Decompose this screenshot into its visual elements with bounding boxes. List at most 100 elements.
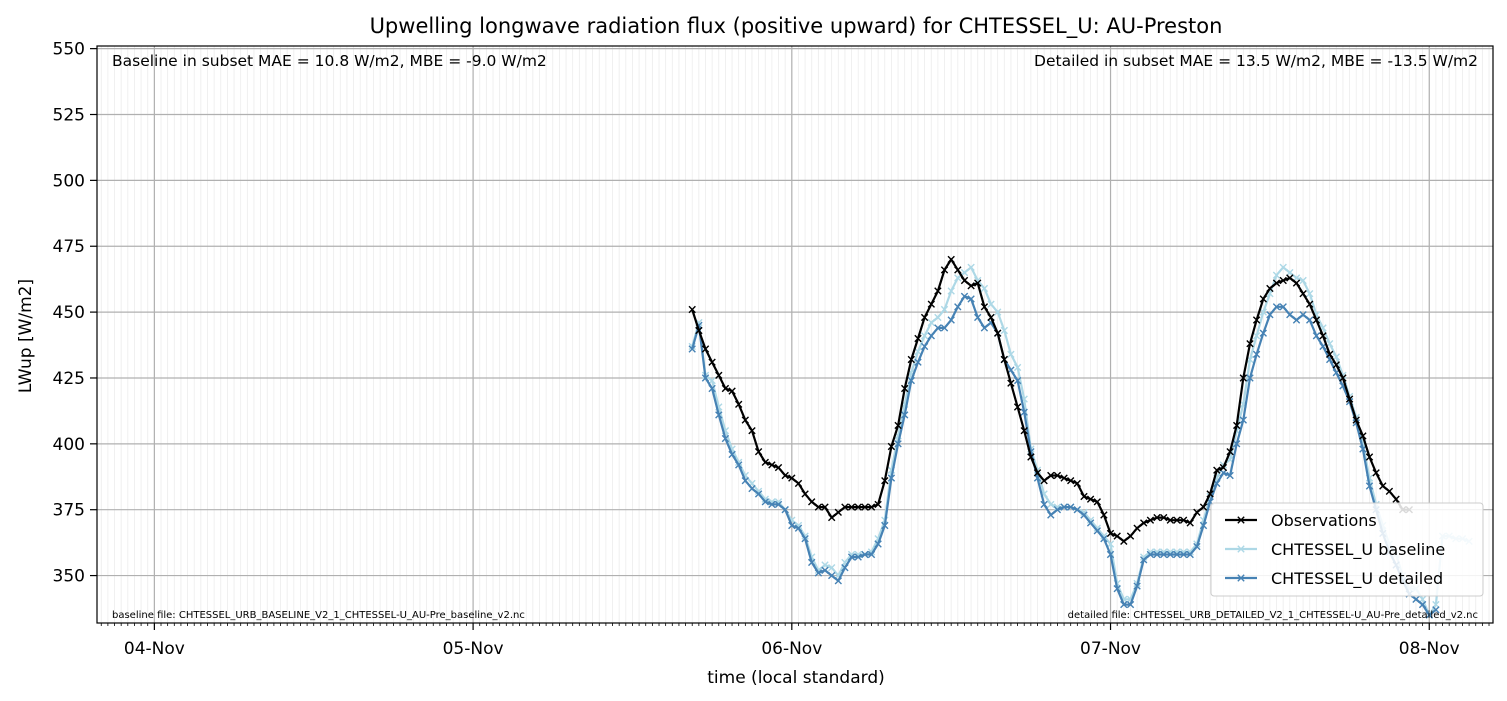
data-point-marker <box>774 463 783 472</box>
detailed-metrics-annotation: Detailed in subset MAE = 13.5 W/m2, MBE … <box>1034 52 1478 70</box>
data-point-marker <box>841 564 849 572</box>
data-point-marker <box>920 313 929 322</box>
data-point-marker <box>1266 311 1274 319</box>
y-tick-label: 525 <box>53 106 85 126</box>
y-tick-label: 375 <box>53 501 85 521</box>
data-point-marker <box>847 503 856 511</box>
data-point-marker <box>934 287 942 295</box>
data-point-marker <box>1365 482 1374 490</box>
y-axis-label: LWup [W/m2] <box>16 279 36 393</box>
data-point-marker <box>994 308 1002 316</box>
data-point-marker <box>947 316 955 324</box>
data-point-marker <box>708 358 716 366</box>
data-point-marker <box>814 503 823 511</box>
data-point-marker <box>867 550 876 559</box>
data-point-marker <box>861 503 869 511</box>
data-point-marker <box>914 334 922 343</box>
data-point-marker <box>781 506 789 514</box>
data-point-marker <box>1266 284 1274 293</box>
data-point-marker <box>881 521 889 530</box>
data-point-marker <box>1332 361 1340 369</box>
data-point-marker <box>728 387 736 395</box>
data-point-marker <box>1106 540 1115 548</box>
data-point-marker <box>920 332 929 340</box>
baseline-metrics-annotation: Baseline in subset MAE = 10.8 W/m2, MBE … <box>112 52 547 70</box>
data-point-marker <box>901 384 909 393</box>
data-point-marker <box>1372 469 1380 477</box>
data-point-marker <box>841 503 849 511</box>
data-point-marker <box>1193 542 1201 551</box>
data-point-marker <box>980 303 989 311</box>
data-point-marker <box>761 458 769 466</box>
data-point-marker <box>1120 537 1128 545</box>
data-point-marker <box>808 558 816 567</box>
data-point-marker <box>1299 290 1307 298</box>
data-point-marker <box>1199 503 1208 511</box>
data-point-marker <box>960 268 969 277</box>
data-point-marker <box>1279 303 1287 311</box>
data-point-marker <box>748 484 756 493</box>
data-point-marker <box>1299 311 1307 319</box>
data-point-marker <box>1272 271 1281 279</box>
x-axis: 04-Nov 05-Nov 06-Nov 07-Nov 08-Nov <box>100 623 1490 659</box>
data-point-marker <box>1312 316 1321 324</box>
data-point-marker <box>1259 295 1267 303</box>
legend-marker <box>1237 574 1245 582</box>
data-point-marker <box>1086 495 1095 503</box>
data-point-marker <box>1086 516 1095 524</box>
data-point-marker <box>794 479 803 488</box>
data-point-marker <box>695 326 703 335</box>
data-point-marker <box>1013 376 1022 385</box>
data-point-marker <box>867 503 876 511</box>
data-point-marker <box>748 427 756 435</box>
data-point-marker <box>1166 516 1174 524</box>
data-point-marker <box>1093 498 1101 506</box>
data-point-marker <box>901 411 909 419</box>
data-point-marker <box>1272 303 1281 311</box>
data-point-marker <box>768 500 776 509</box>
data-point-marker <box>1259 308 1267 316</box>
data-point-marker <box>1292 316 1301 324</box>
data-point-marker <box>821 566 829 574</box>
data-point-marker <box>1047 500 1055 509</box>
data-point-marker <box>1060 474 1068 482</box>
data-point-marker <box>788 521 796 530</box>
data-point-marker <box>1186 550 1194 559</box>
data-point-marker <box>854 503 862 511</box>
data-point-marker <box>1306 300 1314 308</box>
data-point-marker <box>761 495 769 503</box>
data-point-marker <box>994 329 1002 337</box>
data-point-marker <box>1306 290 1314 298</box>
data-point-marker <box>874 540 882 548</box>
data-point-marker <box>1160 550 1168 559</box>
data-point-marker <box>1239 416 1247 424</box>
y-tick-label: 475 <box>53 237 85 257</box>
data-point-marker <box>1100 511 1108 519</box>
data-point-marker <box>854 553 862 561</box>
data-point-marker <box>967 282 975 290</box>
data-point-marker <box>1179 516 1188 524</box>
data-point-marker <box>1292 279 1301 287</box>
data-point-marker <box>1160 513 1168 522</box>
data-point-marker <box>801 490 809 498</box>
baseline-file-note: baseline file: CHTESSEL_URB_BASELINE_V2_… <box>112 610 525 621</box>
data-point-marker <box>894 421 902 430</box>
legend-marker <box>1237 516 1245 524</box>
data-point-marker <box>1359 445 1367 453</box>
data-point-marker <box>814 569 823 577</box>
data-point-marker <box>1418 600 1427 609</box>
data-point-marker <box>934 324 942 332</box>
data-point-marker <box>940 305 949 314</box>
data-point-marker <box>741 477 749 485</box>
data-point-marker <box>721 384 730 393</box>
data-point-marker <box>1319 332 1327 340</box>
data-point-marker <box>940 266 949 274</box>
data-point-marker <box>1126 600 1135 609</box>
data-point-marker <box>1067 477 1075 485</box>
data-point-marker <box>1226 471 1234 480</box>
y-tick-label: 500 <box>53 171 85 191</box>
data-point-marker <box>1432 606 1440 614</box>
data-point-marker <box>1000 326 1008 335</box>
data-point-marker <box>1146 516 1155 524</box>
data-point-marker <box>1020 427 1028 435</box>
